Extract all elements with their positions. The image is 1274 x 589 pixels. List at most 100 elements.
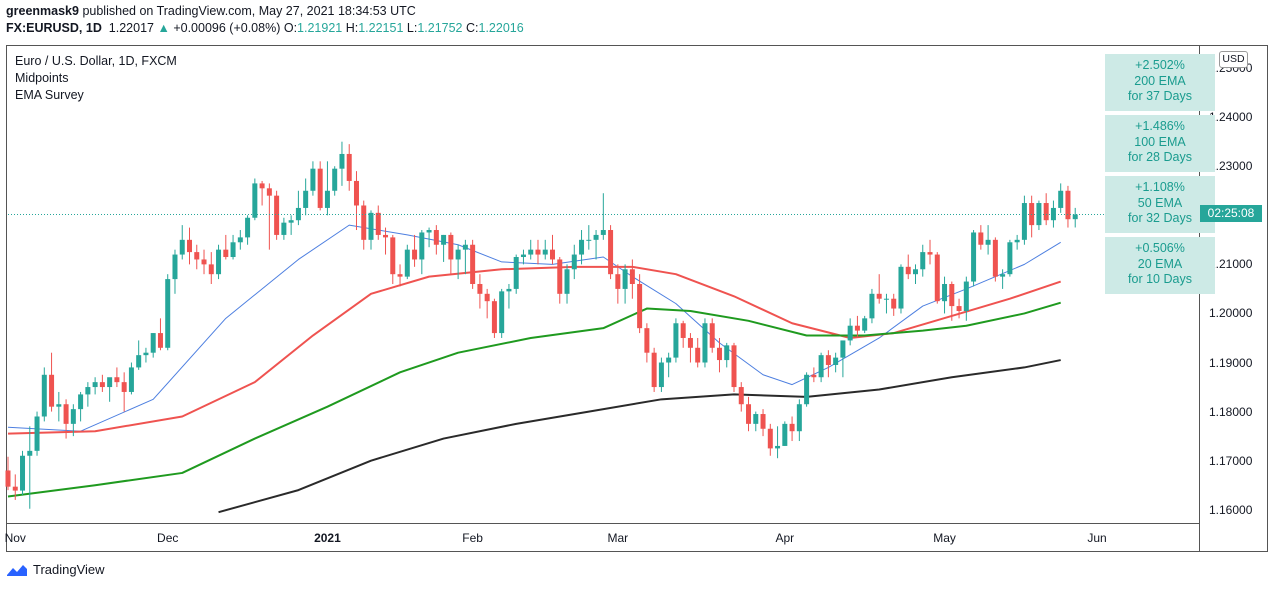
- candle-body: [985, 239, 991, 245]
- candle: [825, 350, 831, 378]
- legend-midpoints[interactable]: Midpoints: [15, 71, 69, 85]
- candle: [876, 274, 882, 304]
- candle: [862, 315, 868, 334]
- candle-body: [230, 242, 236, 258]
- ema-line-100-ema: [7, 301, 1061, 498]
- ema-box-days: for 32 Days: [1128, 211, 1192, 225]
- candle: [295, 190, 301, 226]
- candle: [782, 421, 788, 446]
- candle-body: [666, 357, 672, 363]
- candle: [99, 374, 105, 392]
- time-tick-label: Jun: [1087, 531, 1107, 545]
- candle: [201, 249, 207, 275]
- candle: [854, 315, 860, 338]
- candle-body: [78, 394, 84, 410]
- candle: [85, 382, 91, 407]
- candle: [346, 144, 352, 191]
- candle: [419, 230, 425, 275]
- candle: [818, 352, 824, 383]
- candle-body: [687, 337, 693, 348]
- candle-body: [528, 249, 534, 255]
- candle: [666, 352, 672, 378]
- candle: [1007, 239, 1013, 277]
- candle-body: [1065, 190, 1071, 220]
- tradingview-logo[interactable]: TradingView: [6, 562, 105, 577]
- candle-body: [1058, 190, 1064, 208]
- candle: [462, 239, 468, 275]
- candle-body: [992, 239, 998, 277]
- candle: [891, 293, 897, 316]
- candle: [949, 281, 955, 321]
- candle-body: [1000, 274, 1006, 277]
- brand-name: TradingView: [33, 562, 105, 577]
- time-tick-label: Feb: [462, 531, 483, 545]
- time-tick-label: Apr: [775, 531, 795, 545]
- candle: [942, 276, 948, 314]
- candle: [121, 372, 127, 412]
- candle-body: [651, 352, 657, 388]
- candle: [78, 391, 84, 422]
- candle-body: [629, 269, 635, 284]
- candle: [731, 342, 737, 392]
- candle-body: [767, 428, 773, 449]
- legend-title[interactable]: Euro / U.S. Dollar, 1D, FXCM: [15, 54, 177, 68]
- candle: [27, 426, 33, 509]
- candle: [1029, 195, 1035, 238]
- ema-box-label: 100 EMA: [1134, 134, 1186, 149]
- candle: [796, 399, 802, 442]
- legend-ema-survey[interactable]: EMA Survey: [15, 88, 84, 102]
- price-tick-label: 1.18000: [1209, 404, 1253, 419]
- candle-body: [41, 374, 47, 417]
- candle: [281, 217, 287, 240]
- candle: [767, 423, 773, 456]
- publish-text: published on TradingView.com, May 27, 20…: [82, 4, 416, 18]
- candle: [20, 450, 26, 496]
- candle: [513, 254, 519, 294]
- candle: [433, 225, 439, 255]
- candle-body: [876, 293, 882, 299]
- candle-body: [564, 269, 570, 294]
- candle: [542, 239, 548, 260]
- candle-body: [724, 345, 730, 361]
- candle: [324, 161, 330, 216]
- time-tick-label: Mar: [607, 531, 629, 545]
- candle-body: [223, 249, 229, 258]
- change-up-icon: ▲: [157, 21, 170, 35]
- candle: [637, 274, 643, 334]
- candle: [1072, 207, 1078, 228]
- candle: [150, 333, 156, 358]
- candle-body: [165, 279, 171, 348]
- candle: [41, 367, 47, 422]
- candle-body: [1036, 203, 1042, 226]
- candle-body: [470, 244, 476, 284]
- price-tick-label: 1.20000: [1209, 306, 1253, 321]
- candle-body: [143, 352, 149, 356]
- ema-box-label: 50 EMA: [1137, 195, 1183, 210]
- candle: [716, 337, 722, 373]
- price-tick-label: 1.16000: [1209, 502, 1253, 517]
- candle: [491, 298, 497, 338]
- candle-body: [782, 423, 788, 446]
- candle-body: [825, 355, 831, 365]
- ema-box-20: +0.506% 20 EMA for 10 Days: [1105, 237, 1215, 294]
- candle: [390, 234, 396, 284]
- ema-box-days: for 37 Days: [1128, 89, 1192, 103]
- candle-body: [179, 239, 185, 255]
- candle-body: [1050, 207, 1056, 221]
- time-tick-label: May: [933, 531, 956, 545]
- candle: [557, 257, 563, 304]
- candle: [455, 244, 461, 280]
- ema-box-label: 20 EMA: [1137, 256, 1183, 271]
- candle-body: [455, 249, 461, 260]
- candle-body: [579, 239, 585, 255]
- candle-body: [404, 249, 410, 277]
- candle: [811, 367, 817, 383]
- candle-body: [477, 284, 483, 294]
- candle-body: [622, 269, 628, 289]
- close-label: C:: [466, 21, 479, 35]
- currency-badge[interactable]: USD: [1219, 51, 1248, 68]
- candle-body: [375, 212, 381, 235]
- candle-body: [484, 293, 490, 302]
- candle: [339, 141, 345, 186]
